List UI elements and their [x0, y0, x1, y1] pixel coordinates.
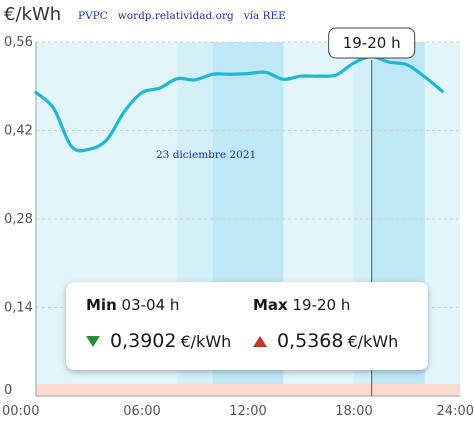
down-arrow-icon [86, 335, 100, 347]
y-tick-label: 0,28 [4, 212, 33, 227]
max-value: 0,5368 [277, 330, 344, 352]
y-tick-label: 0,42 [4, 124, 33, 139]
x-tick-label: 18:00 [335, 404, 372, 419]
y-tick-label: 0,14 [4, 301, 33, 316]
min-value: 0,3902 [110, 330, 177, 352]
min-max-card: Min 03-04 h 0,3902 €/kWh Max 19-20 h 0,5… [66, 282, 428, 370]
y-tick-label: 0,56 [4, 35, 33, 50]
hour-cursor[interactable]: 19-20 h [328, 27, 416, 396]
min-hour: 03-04 h [121, 296, 180, 314]
min-summary: Min 03-04 h 0,3902 €/kWh [86, 296, 231, 352]
max-summary: Max 19-20 h 0,5368 €/kWh [253, 296, 398, 352]
cheap-hours-strip [36, 384, 460, 396]
source-text: PVPC wordp.relatividad.org vía REE [78, 10, 286, 22]
unit-label: €/kWh [4, 4, 61, 25]
y-tick-label: 0 [4, 383, 12, 398]
date-text: 23 diciembre 2021 [156, 149, 256, 161]
max-label: Max [253, 296, 288, 314]
x-axis-ticks: 00:00 06:00 12:00 18:00 24:00 [2, 404, 474, 419]
x-tick-label: 24:00 [437, 404, 474, 419]
x-tick-label: 12:00 [229, 404, 266, 419]
max-unit: €/kWh [347, 331, 399, 351]
min-label: Min [86, 296, 117, 314]
tooltip-hour-label: 19-20 h [343, 34, 401, 52]
up-arrow-icon [253, 335, 267, 347]
x-tick-label: 00:00 [2, 404, 39, 419]
max-hour: 19-20 h [292, 296, 351, 314]
tooltip-box [328, 27, 416, 59]
x-tick-label: 06:00 [123, 404, 160, 419]
min-unit: €/kWh [180, 331, 232, 351]
y-axis-ticks: 0 0,14 0,28 0,42 0,56 [4, 35, 33, 398]
